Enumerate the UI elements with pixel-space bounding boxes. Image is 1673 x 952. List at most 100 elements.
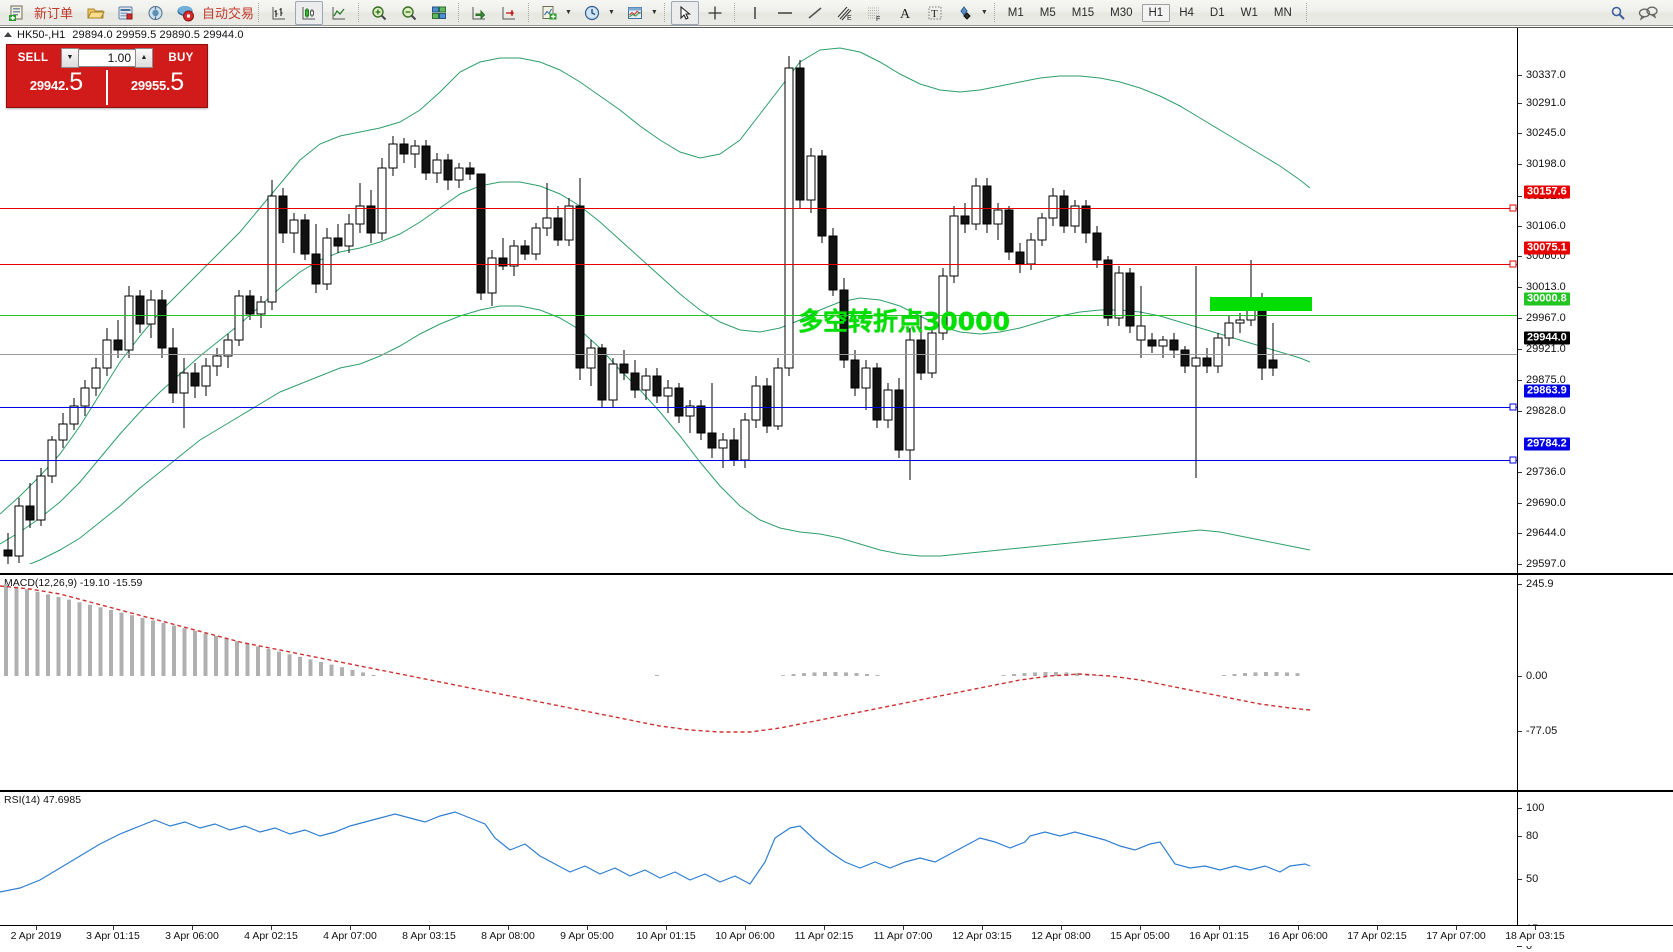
price-level-label[interactable]: 29784.2 — [1524, 437, 1570, 451]
period-button[interactable] — [578, 1, 606, 25]
axis-tick-label: 30198.0 — [1526, 158, 1566, 170]
cursor-button[interactable] — [670, 0, 699, 25]
terminal-button[interactable] — [111, 1, 139, 25]
time-tick — [1377, 926, 1378, 930]
horizontal-line[interactable] — [0, 315, 1517, 316]
timeframe-m15[interactable]: M15 — [1071, 6, 1095, 19]
volume-increment-button[interactable]: ▲ — [135, 47, 153, 68]
axis-tick — [1518, 103, 1522, 104]
candle — [201, 358, 211, 396]
shapes-dropdown-caret[interactable]: ▼ — [980, 9, 988, 16]
line-anchor-handle[interactable] — [1509, 456, 1517, 464]
price-level-label[interactable]: 30000.8 — [1524, 292, 1570, 306]
zoom-in-button[interactable] — [365, 1, 393, 25]
rsi-pane[interactable] — [0, 792, 1517, 947]
timeframe-m5[interactable]: M5 — [1039, 6, 1056, 19]
horizontal-line[interactable] — [0, 208, 1517, 209]
chart-window[interactable]: HK50-,H1 29894.0 29959.5 29890.5 29944.0… — [0, 27, 1673, 952]
price-level-label[interactable]: 29944.0 — [1524, 331, 1570, 345]
time-tick — [1298, 926, 1299, 930]
templates-button[interactable] — [621, 1, 649, 25]
one-click-trading-panel[interactable]: SELL ▼ 1.00 ▲ BUY 29942 . 5 29955 . 5 — [6, 44, 208, 108]
text-button[interactable]: A — [891, 1, 919, 25]
metaeditor-button[interactable] — [141, 1, 169, 25]
chart-annotation-text[interactable]: 多空转折点30000 — [798, 307, 1010, 336]
line-chart-button[interactable] — [325, 1, 353, 25]
horizontal-line[interactable] — [0, 460, 1517, 461]
zoom-out-button[interactable] — [395, 1, 423, 25]
templates-dropdown-caret[interactable]: ▼ — [650, 9, 658, 16]
vertical-line-button[interactable] — [741, 1, 769, 25]
axis-tick — [1518, 533, 1522, 534]
indicators-button[interactable] — [535, 1, 563, 25]
candle — [938, 268, 948, 340]
sell-button[interactable]: SELL — [17, 51, 49, 64]
axis-tick — [1518, 879, 1522, 880]
tile-windows-button[interactable] — [425, 1, 453, 25]
horizontal-line[interactable] — [0, 354, 1517, 355]
price-level-label[interactable]: 30075.1 — [1524, 241, 1570, 255]
time-axis[interactable]: 2 Apr 2019 3 Apr 01:15 3 Apr 06:00 4 Apr 02… — [0, 925, 1673, 946]
horizontal-line[interactable] — [0, 407, 1517, 408]
fibonacci-button[interactable]: F — [861, 1, 889, 25]
timeframe-mn[interactable]: MN — [1273, 6, 1292, 19]
candle — [993, 203, 1003, 240]
equidistant-channel-button[interactable]: E — [831, 1, 859, 25]
bar-chart-button[interactable] — [265, 1, 293, 25]
horizontal-line-button[interactable] — [771, 1, 799, 25]
horizontal-line[interactable] — [0, 264, 1517, 265]
price-level-label[interactable]: 29863.9 — [1524, 384, 1570, 398]
candle — [883, 383, 893, 428]
price-pane[interactable] — [0, 44, 1517, 564]
timeframe-m1[interactable]: M1 — [1007, 6, 1024, 19]
highlight-rectangle[interactable] — [1210, 297, 1312, 311]
autotrading-button[interactable] — [171, 1, 199, 25]
collapse-triangle-icon[interactable] — [4, 32, 12, 37]
candle — [718, 433, 728, 468]
crosshair-button[interactable] — [701, 1, 729, 25]
axis-tick — [1518, 196, 1522, 197]
chat-icon[interactable] — [1634, 1, 1662, 25]
shapes-button[interactable] — [951, 1, 979, 25]
timeframe-d1[interactable]: D1 — [1209, 6, 1225, 19]
timeframe-h4[interactable]: H4 — [1179, 6, 1194, 19]
price-axis[interactable]: 30337.030291.030245.030198.030152.030106… — [1517, 28, 1673, 952]
axis-tick-label: 30106.0 — [1526, 220, 1566, 232]
line-anchor-handle[interactable] — [1509, 204, 1517, 212]
shift-end-button[interactable] — [465, 1, 493, 25]
line-anchor-handle[interactable] — [1509, 403, 1517, 411]
volume-input[interactable]: 1.00 — [79, 48, 135, 67]
candlestick-series — [3, 56, 1278, 564]
svg-text:A: A — [900, 7, 911, 22]
text-label-button[interactable]: T — [921, 1, 949, 25]
macd-pane[interactable] — [0, 576, 1517, 744]
autotrading-label: 自动交易 — [202, 6, 255, 21]
new-order-button[interactable] — [3, 1, 31, 25]
candlestick-chart-button[interactable] — [295, 0, 324, 25]
macd-pane-divider — [0, 573, 1673, 575]
symbol-header: HK50-,H1 29894.0 29959.5 29890.5 29944.0 — [0, 28, 244, 41]
indicators-dropdown-caret[interactable]: ▼ — [565, 9, 572, 16]
timeframe-w1[interactable]: W1 — [1240, 6, 1258, 19]
timeframe-m30[interactable]: M30 — [1110, 6, 1133, 19]
buy-price[interactable]: 29955 . 5 — [108, 70, 207, 105]
candle — [223, 334, 233, 368]
volume-decrement-button[interactable]: ▼ — [61, 47, 79, 68]
buy-button[interactable]: BUY — [168, 51, 194, 64]
buy-price-integer: 29955 — [130, 78, 167, 93]
volume-stepper[interactable]: ▼ 1.00 ▲ — [61, 47, 153, 68]
price-level-label[interactable]: 30157.6 — [1524, 185, 1570, 199]
candle — [498, 238, 508, 270]
folder-button[interactable] — [81, 1, 109, 25]
auto-scroll-button[interactable] — [495, 1, 523, 25]
line-anchor-handle[interactable] — [1509, 260, 1517, 268]
time-axis-label: 4 Apr 02:15 — [244, 930, 298, 942]
axis-tick — [1518, 133, 1522, 134]
sell-price[interactable]: 29942 . 5 — [7, 70, 108, 105]
period-dropdown-caret[interactable]: ▼ — [607, 9, 615, 16]
candle — [465, 162, 475, 180]
trendline-button[interactable] — [801, 1, 829, 25]
timeframe-h1[interactable]: H1 — [1141, 3, 1171, 22]
search-icon[interactable] — [1604, 1, 1632, 25]
candle — [531, 223, 541, 260]
